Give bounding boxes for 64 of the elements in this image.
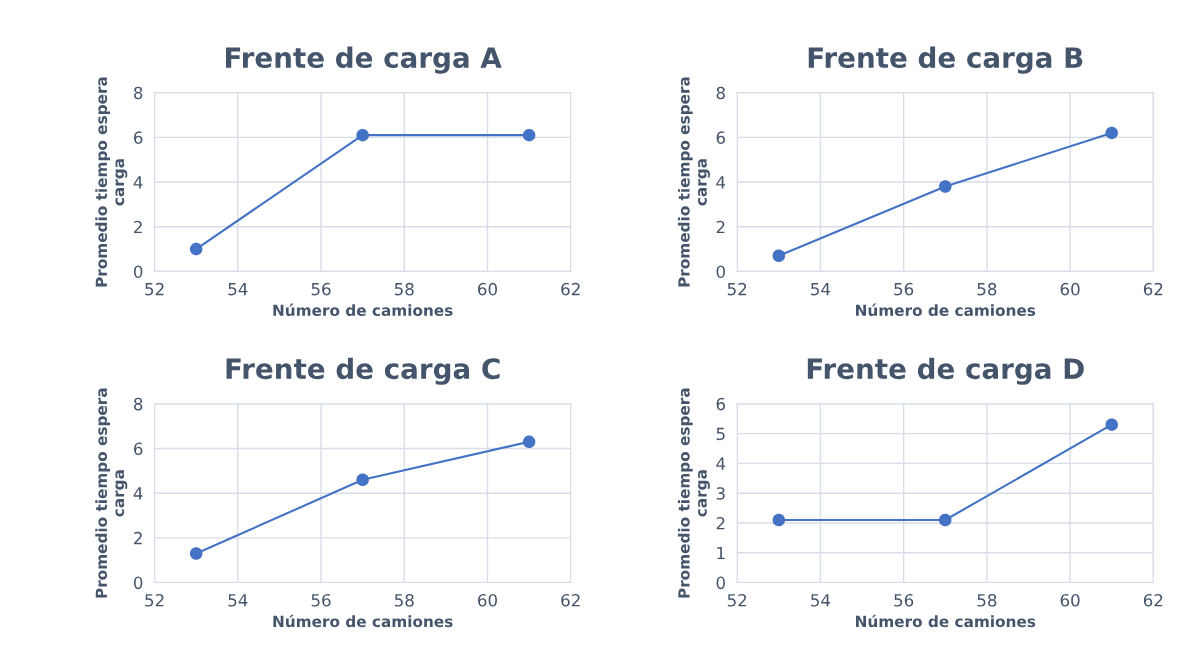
x-tick-label: 54 [811,594,831,607]
x-tick-label: 54 [228,283,248,296]
y-tick-label: 6 [716,397,726,411]
x-tick-label: 62 [561,593,580,607]
chart-title: Frente de carga B [808,46,1083,74]
y-tick-label: 4 [716,457,726,470]
x-tick-label: 60 [1060,593,1080,607]
y-tick-label: 6 [716,131,726,144]
y-tick-label: 5 [716,427,725,441]
y-tick-label: 2 [716,516,725,530]
x-tick-label: 62 [561,282,580,296]
y-tick-label: 2 [134,531,142,545]
x-tick-label: 58 [977,282,997,296]
x-tick-label: 56 [311,282,331,296]
y-axis-title: Promedio tiempo espera carga [677,77,710,287]
x-tick-label: 58 [394,282,414,296]
y-tick-label: 0 [133,576,143,590]
x-tick-label: 52 [727,593,747,607]
x-tick-label: 60 [478,593,497,607]
x-axis-title: Número de camiones [273,614,453,628]
point [356,473,369,487]
point [939,180,952,193]
x-tick-label: 58 [394,593,414,607]
x-tick-label: 52 [145,282,164,296]
x-tick-label: 52 [145,593,164,607]
y-tick-label: 8 [133,397,143,411]
chart-title: Frente de carga D [807,357,1084,385]
x-tick-label: 60 [478,282,497,296]
x-axis-title: Número de camiones [273,303,453,317]
x-tick-label: 56 [894,593,914,607]
chart-title: Frente de carga C [226,357,500,385]
x-tick-label: 62 [1143,593,1163,607]
y-tick-label: 8 [716,86,725,100]
x-tick-label: 60 [1060,282,1080,296]
x-axis-title: Número de camiones [856,303,1036,317]
y-tick-label: 2 [134,220,142,234]
point [189,547,203,560]
y-tick-label: 0 [133,265,143,278]
y-axis-title: Promedio tiempo espera carga [677,388,710,598]
y-tick-label: 3 [716,487,725,500]
y-tick-label: 4 [716,176,726,189]
x-axis-title: Número de camiones [856,614,1036,628]
y-axis-title: Promedio tiempo espera carga [95,77,128,287]
x-tick-label: 62 [1143,282,1163,296]
y-tick-label: 6 [134,442,143,456]
x-tick-label: 58 [977,593,997,607]
y-tick-label: 6 [134,131,143,144]
x-tick-label: 56 [894,282,914,296]
x-tick-label: 54 [811,283,831,296]
point [772,249,786,263]
point [1105,126,1118,140]
y-tick-label: 0 [716,576,725,590]
chart-title: Frente de carga A [225,46,502,74]
y-tick-label: 1 [717,546,725,560]
point [522,435,536,449]
y-axis-title: Promedio tiempo espera carga [95,388,128,598]
x-tick-label: 54 [228,594,248,607]
x-tick-label: 56 [311,593,331,607]
y-tick-label: 0 [716,265,725,278]
y-tick-label: 4 [133,487,143,500]
y-tick-label: 2 [716,220,725,234]
y-tick-label: 4 [133,176,143,189]
y-tick-label: 8 [133,86,143,100]
x-tick-label: 52 [727,282,747,296]
